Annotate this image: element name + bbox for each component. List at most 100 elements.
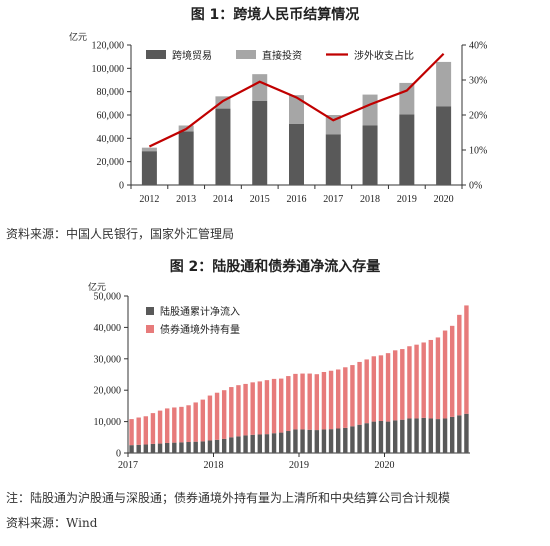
bar-stock-connect <box>385 421 391 453</box>
bar-cross-border-trade <box>289 123 304 185</box>
y2-tick-label: 40% <box>469 41 487 52</box>
chart1-title: 图 1：跨境人民币结算情况 <box>190 7 360 23</box>
bar-stock-connect <box>193 441 198 453</box>
bar-stock-connect <box>435 419 441 453</box>
bar-cross-border-trade <box>325 134 341 185</box>
bar-stock-connect <box>157 443 163 453</box>
y-tick-label: 0 <box>119 181 124 192</box>
bar-bond-connect <box>236 385 241 437</box>
bar-stock-connect <box>328 429 334 453</box>
bar-cross-border-trade <box>252 101 268 185</box>
y-tick-label: 40,000 <box>97 134 125 145</box>
bar-bond-connect <box>293 373 298 430</box>
y-tick-label: 120,000 <box>92 41 125 52</box>
bar-cross-border-trade <box>178 131 194 185</box>
bar-stock-connect <box>221 438 227 453</box>
bar-direct-investment <box>436 61 452 107</box>
bar-stock-connect <box>400 419 405 453</box>
chart1-source: 资料来源：中国人民银行，国家外汇管理局 <box>6 227 235 241</box>
bar-bond-connect <box>136 417 141 445</box>
bar-bond-connect <box>229 387 234 438</box>
bar-bond-connect <box>150 413 156 444</box>
bar-bond-connect <box>414 344 419 419</box>
bar-stock-connect <box>293 429 298 453</box>
bar-bond-connect <box>307 373 312 430</box>
bar-bond-connect <box>214 392 220 440</box>
legend-label-stock: 陆股通累计净流入 <box>160 305 240 318</box>
bar-bond-connect <box>435 337 441 420</box>
x-tick-label: 2012 <box>139 194 159 205</box>
bar-bond-connect <box>207 395 213 441</box>
bar-stock-connect <box>357 424 362 453</box>
y2-tick-label: 10% <box>469 146 487 157</box>
bar-cross-border-trade <box>362 125 378 185</box>
chart2-unit-label: 亿元 <box>88 281 106 293</box>
legend-label-investment: 直接投资 <box>262 49 302 62</box>
bar-stock-connect <box>350 426 355 453</box>
y-tick-label: 30,000 <box>94 354 122 365</box>
bar-stock-connect <box>264 434 270 453</box>
bar-stock-connect <box>214 439 220 453</box>
bar-stock-connect <box>392 420 398 453</box>
y-tick-label: 0 <box>116 449 121 460</box>
chart2-note: 注：陆股通为沪股通与深股通；债券通境外持有量为上清所和中央结算公司合计规模 <box>6 491 451 505</box>
bar-bond-connect <box>143 416 149 445</box>
legend-swatch-trade <box>146 50 166 59</box>
bar-bond-connect <box>335 369 341 429</box>
bar-stock-connect <box>442 418 448 453</box>
bar-bond-connect <box>157 410 163 444</box>
legend-swatch-stock <box>146 307 154 315</box>
x-tick-label: 2019 <box>397 194 417 205</box>
bar-bond-connect <box>250 382 255 435</box>
bar-stock-connect <box>457 415 462 453</box>
bar-stock-connect <box>286 431 291 453</box>
bar-bond-connect <box>186 405 191 443</box>
bar-stock-connect <box>278 432 284 453</box>
x-tick-label: 2018 <box>204 460 224 471</box>
chart1-unit-label: 亿元 <box>69 31 87 43</box>
legend-swatch-investment <box>236 50 256 59</box>
bar-stock-connect <box>271 433 277 453</box>
x-tick-label: 2013 <box>176 194 196 205</box>
legend-swatch-bond <box>146 325 154 333</box>
bar-bond-connect <box>200 399 206 442</box>
bar-bond-connect <box>257 381 263 435</box>
y2-tick-label: 0% <box>469 181 482 192</box>
bar-bond-connect <box>385 353 391 422</box>
x-tick-label: 2015 <box>250 194 270 205</box>
bar-stock-connect <box>186 442 191 453</box>
bar-bond-connect <box>278 378 284 433</box>
bar-stock-connect <box>407 418 412 453</box>
bar-bond-connect <box>193 402 198 442</box>
bar-stock-connect <box>321 429 327 453</box>
chart2-source: 资料来源：Wind <box>6 516 98 530</box>
chart1-plot: 亿元 0 20,000 40,000 60,000 80,000 100,000 120,00… <box>69 31 487 205</box>
bar-stock-connect <box>136 444 141 453</box>
chart2-title: 图 2：陆股通和债券通净流入存量 <box>169 259 381 275</box>
bar-bond-connect <box>300 373 305 430</box>
bar-bond-connect <box>371 356 377 422</box>
bar-bond-connect <box>407 346 412 419</box>
bar-cross-border-trade <box>215 108 231 185</box>
y2-tick-label: 30% <box>469 76 487 87</box>
y-tick-label: 50,000 <box>94 292 122 303</box>
bar-direct-investment <box>141 147 157 152</box>
x-tick-label: 2017 <box>323 194 343 205</box>
y-tick-label: 20,000 <box>94 386 122 397</box>
x-tick-label: 2019 <box>289 460 309 471</box>
bar-stock-connect <box>250 434 255 453</box>
legend-label-share: 涉外收支占比 <box>354 49 414 62</box>
y2-tick-label: 20% <box>469 111 487 122</box>
x-tick-label: 2018 <box>360 194 380 205</box>
bar-stock-connect <box>143 444 149 453</box>
bar-bond-connect <box>449 325 455 417</box>
bar-stock-connect <box>164 442 170 453</box>
bar-bond-connect <box>271 378 277 434</box>
x-tick-label: 2020 <box>434 194 454 205</box>
bar-bond-connect <box>364 359 369 424</box>
bar-bond-connect <box>350 365 355 427</box>
bar-bond-connect <box>357 361 362 425</box>
bar-bond-connect <box>343 367 348 428</box>
bar-bond-connect <box>328 370 334 430</box>
bar-cross-border-trade <box>399 114 415 185</box>
